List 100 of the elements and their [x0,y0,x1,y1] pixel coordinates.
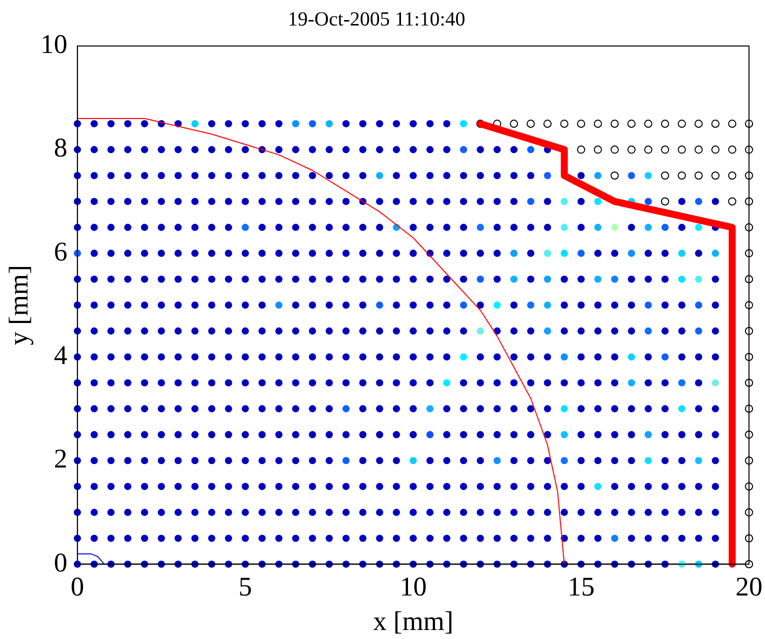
point [308,431,316,438]
point [712,302,720,309]
point [208,198,216,206]
point [208,146,216,154]
point [712,482,720,490]
point [410,482,417,490]
point [191,534,199,542]
point [292,508,300,516]
point [460,224,468,231]
point [443,302,450,309]
point [308,198,316,206]
point [460,379,468,386]
point [543,120,552,128]
point [544,353,552,361]
point [191,198,199,206]
point [443,146,450,154]
point [712,198,720,206]
y-tick-label: 6 [54,236,68,266]
point [476,534,484,542]
point [342,353,350,361]
point [392,405,400,412]
point [476,379,484,386]
point [308,327,316,335]
point [728,197,736,206]
point [694,146,703,154]
point [359,534,366,542]
point [258,482,266,490]
point [544,534,552,542]
point [90,327,98,335]
point [342,120,350,128]
point [678,482,686,490]
point [107,353,115,361]
point [712,508,720,516]
point [326,353,333,361]
point [174,172,182,180]
point [527,508,534,516]
point [107,508,115,516]
point [644,379,652,386]
point [292,534,300,542]
point [90,534,98,542]
point [410,431,417,438]
point [410,327,417,335]
point [527,353,534,361]
point [443,172,450,180]
point [661,431,669,438]
point [628,302,636,309]
point [191,353,199,361]
point [611,431,618,438]
point [208,508,216,516]
point [426,146,434,154]
point [158,534,165,542]
point [275,353,282,361]
point [494,146,501,154]
point [712,456,720,464]
point [410,379,417,386]
point [443,508,450,516]
point [510,353,518,361]
point [359,224,366,231]
point [728,120,736,128]
point [224,198,232,206]
point [578,379,585,386]
point [476,198,484,206]
point [158,172,165,180]
point [224,534,232,542]
point [242,379,249,386]
point [224,379,232,386]
point [107,120,115,128]
point [678,302,686,309]
point [678,508,686,516]
point [628,456,636,464]
point [174,405,182,412]
point [158,250,165,257]
point [191,482,199,490]
point [711,171,720,180]
point [308,353,316,361]
point [292,146,300,154]
point [191,172,199,180]
point [376,327,384,335]
point [460,405,468,412]
point [90,353,98,361]
point [359,508,366,516]
point [392,431,400,438]
point [628,534,636,542]
point [594,146,602,154]
point [611,250,618,257]
point [476,405,484,412]
point [326,250,333,257]
point [224,146,232,154]
point [174,534,182,542]
point [107,198,115,206]
point [660,171,670,180]
point [544,405,552,412]
point [376,224,384,231]
point [594,327,602,335]
point [292,250,300,257]
point [410,146,417,154]
point [292,198,300,206]
point [258,276,266,283]
point [594,379,602,386]
point [140,198,148,206]
